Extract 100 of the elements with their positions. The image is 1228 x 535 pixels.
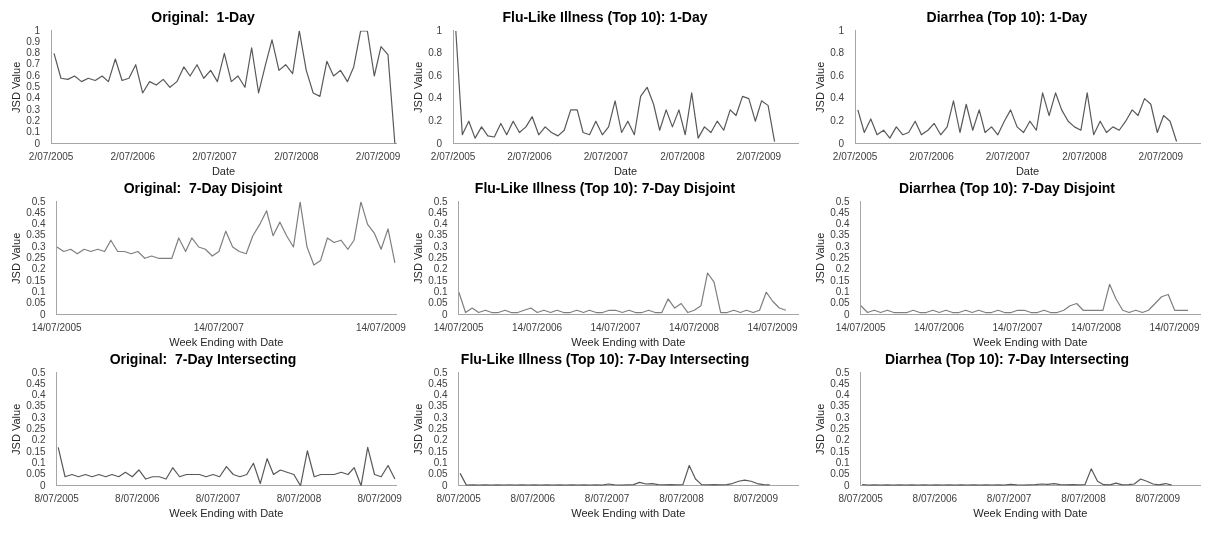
x-tick-label: 8/07/2008 (276, 492, 322, 504)
x-axis-title: Week Ending with Date (571, 336, 686, 349)
y-tick-label: 0.1 (31, 285, 47, 297)
y-tick-label: 0.45 (830, 377, 851, 389)
x-tick-label: 14/07/2005 (31, 321, 83, 333)
y-tick-label: 0.6 (26, 69, 41, 81)
x-tick-label: 14/07/2007 (992, 321, 1043, 333)
y-tick-label: 0.4 (31, 218, 47, 230)
chart-title: Original: 7-Day Intersecting (109, 351, 297, 368)
x-tick-label: 2/07/2005 (28, 150, 74, 162)
x-tick-label: 8/07/2007 (195, 492, 241, 504)
x-tick-label: 14/07/2009 (747, 321, 798, 333)
y-tick-label: 0.05 (830, 468, 851, 480)
x-axis-title: Date (613, 165, 638, 178)
y-tick-label: 0.4 (428, 92, 443, 104)
y-tick-label: 0.2 (31, 434, 47, 446)
y-tick-label: 0.15 (830, 274, 851, 286)
x-tick-label: 2/07/2005 (832, 150, 878, 162)
y-axis-title: JSD Value (9, 403, 22, 455)
y-tick-label: 0.25 (830, 423, 851, 435)
x-tick-label: 14/07/2006 (914, 321, 965, 333)
y-tick-label: 0.15 (428, 274, 449, 286)
x-tick-label: 2/07/2006 (909, 150, 955, 162)
y-tick-label: 0.4 (433, 218, 449, 230)
y-tick-label: 0.9 (26, 35, 41, 47)
x-tick-label: 2/07/2008 (274, 150, 320, 162)
x-tick-label: 2/07/2009 (355, 150, 401, 162)
y-tick-label: 0.35 (830, 400, 851, 412)
x-tick-label: 14/07/2007 (193, 321, 245, 333)
x-axis-title: Week Ending with Date (169, 507, 284, 520)
y-tick-label: 0.15 (26, 445, 47, 457)
y-tick-label: 0 (436, 137, 443, 149)
x-tick-label: 14/07/2005 (835, 321, 887, 333)
x-tick-label: 8/07/2008 (1061, 492, 1107, 504)
y-tick-label: 0.3 (433, 240, 449, 252)
y-tick-label: 0.25 (26, 252, 47, 264)
chart-title: Original: 1-Day (151, 9, 255, 26)
x-tick-label: 14/07/2008 (1071, 321, 1122, 333)
chart-title: Flu-Like Illness (Top 10): 7-Day Disjoint (474, 180, 736, 197)
y-tick-label: 0.1 (433, 456, 449, 468)
y-tick-label: 0.4 (26, 92, 41, 104)
x-axis-title: Week Ending with Date (571, 507, 686, 520)
y-tick-label: 0.1 (26, 126, 41, 138)
y-tick-label: 0.15 (830, 445, 851, 457)
y-tick-label: 0.4 (830, 92, 845, 104)
y-tick-label: 0.1 (31, 456, 47, 468)
y-tick-label: 0.3 (835, 411, 851, 423)
y-axis-title: JSD Value (9, 61, 22, 113)
y-tick-label: 0.4 (433, 389, 449, 401)
chart-title: Original: 7-Day Disjoint (123, 180, 283, 197)
y-tick-label: 0 (40, 479, 47, 491)
y-tick-label: 0.5 (433, 366, 449, 378)
y-tick-label: 0.5 (835, 366, 851, 378)
y-tick-label: 0.5 (835, 195, 851, 207)
y-tick-label: 0.4 (31, 389, 47, 401)
y-tick-label: 0.5 (433, 195, 449, 207)
y-axis-title: JSD Value (411, 61, 424, 113)
y-tick-label: 0.3 (26, 103, 41, 115)
y-axis-title: JSD Value (813, 61, 826, 113)
y-tick-label: 0 (442, 479, 449, 491)
x-axis-title: Week Ending with Date (169, 336, 284, 349)
y-tick-label: 0 (844, 308, 851, 320)
y-tick-label: 0.45 (428, 377, 449, 389)
x-tick-label: 2/07/2005 (430, 150, 476, 162)
x-tick-label: 2/07/2006 (507, 150, 553, 162)
y-tick-label: 0.25 (26, 423, 47, 435)
y-tick-label: 0.2 (433, 263, 449, 275)
x-tick-label: 2/07/2009 (1138, 150, 1184, 162)
x-tick-label: 8/07/2009 (1135, 492, 1181, 504)
y-tick-label: 0.8 (428, 47, 443, 59)
y-axis-title: JSD Value (9, 232, 22, 284)
y-tick-label: 0.05 (26, 468, 47, 480)
y-tick-label: 0.05 (26, 297, 47, 309)
y-tick-label: 0 (34, 137, 41, 149)
y-tick-label: 0.3 (31, 411, 47, 423)
y-tick-label: 0.8 (26, 47, 41, 59)
y-tick-label: 0.5 (26, 81, 41, 93)
x-tick-label: 2/07/2006 (110, 150, 156, 162)
y-tick-label: 0.15 (26, 274, 47, 286)
x-tick-label: 8/07/2006 (912, 492, 958, 504)
y-tick-label: 0.7 (26, 58, 41, 70)
y-tick-label: 0 (442, 308, 449, 320)
y-tick-label: 0.45 (830, 206, 851, 218)
y-axis-title: JSD Value (813, 232, 826, 284)
y-tick-label: 0.05 (428, 468, 449, 480)
x-tick-label: 8/07/2008 (659, 492, 705, 504)
x-tick-label: 14/07/2005 (433, 321, 485, 333)
y-tick-label: 0.25 (428, 423, 449, 435)
x-tick-label: 2/07/2008 (1062, 150, 1108, 162)
x-tick-label: 14/07/2007 (590, 321, 641, 333)
x-tick-label: 8/07/2009 (357, 492, 403, 504)
y-axis-title: JSD Value (813, 403, 826, 455)
x-tick-label: 8/07/2007 (986, 492, 1032, 504)
y-tick-label: 0.4 (835, 389, 851, 401)
x-tick-label: 14/07/2009 (355, 321, 407, 333)
y-tick-label: 1 (34, 24, 41, 36)
chart-title: Flu-Like Illness (Top 10): 1-Day (502, 9, 708, 26)
y-tick-label: 0.45 (26, 206, 47, 218)
x-tick-label: 2/07/2007 (985, 150, 1031, 162)
y-tick-label: 0.8 (830, 47, 845, 59)
